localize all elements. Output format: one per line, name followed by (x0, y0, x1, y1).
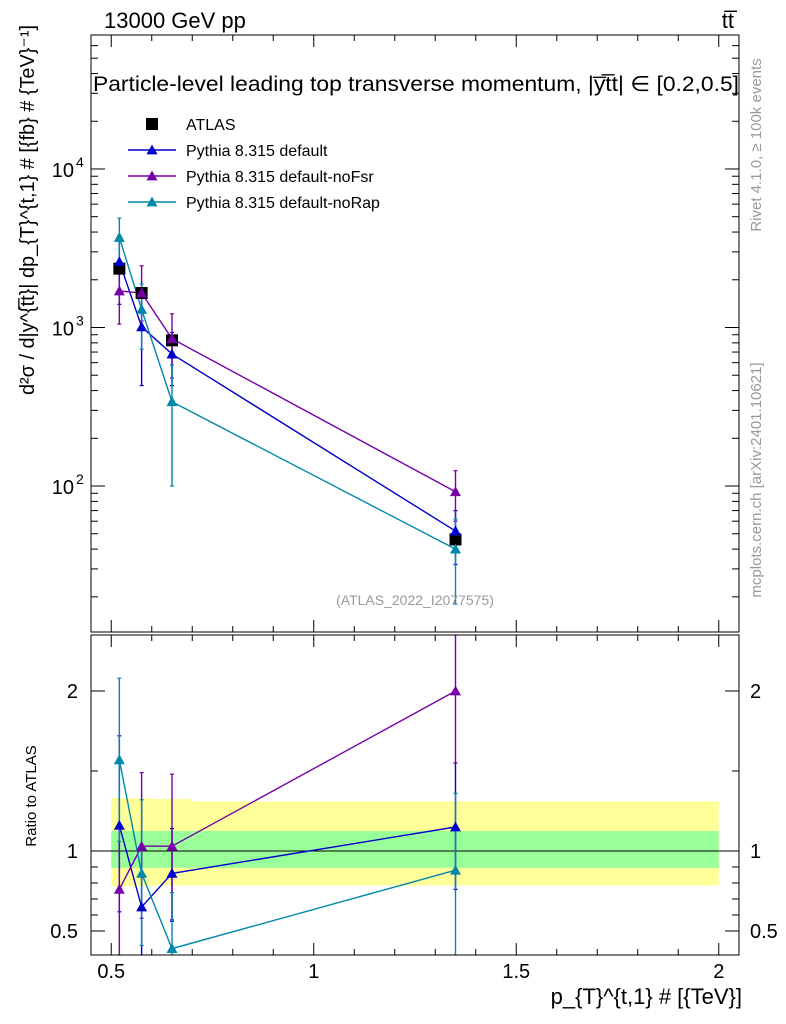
ratio-tick-label-2: 2 (67, 681, 78, 703)
legend-marker-2 (146, 196, 158, 207)
legend-marker-0 (146, 144, 158, 155)
series-marker-1-2 (166, 333, 178, 344)
ratio-tick-label-right-2: 2 (750, 681, 761, 703)
ratio-tick-label-right-1: 1 (750, 841, 761, 863)
series-marker-2-2 (166, 396, 178, 407)
series-line-0 (118, 261, 456, 532)
data-point-3 (449, 533, 462, 546)
ratio-line-2 (118, 759, 456, 950)
ratio-y-axis-label: Ratio to ATLAS (23, 745, 40, 846)
main-panel-frame (90, 34, 740, 633)
series-marker-0-2 (166, 348, 178, 359)
ratio-marker-1-0 (113, 883, 125, 894)
chart-title: Particle-level leading top transverse mo… (93, 73, 739, 96)
analysis-label: (ATLAS_2022_I2077575) (336, 592, 494, 608)
ratio-tick-label-right-0: 0.5 (750, 921, 778, 943)
ratio-marker-1-3 (450, 685, 461, 696)
y-axis-label: d²σ / d|y^{t̅t}| dp_{T}^{t,1} # [{fb} # … (17, 25, 39, 395)
ratio-tick-label-0: 0.5 (50, 921, 78, 943)
series-marker-1-0 (113, 285, 125, 296)
process-label: tt̅ (722, 8, 738, 33)
legend-marker-data (146, 118, 158, 130)
ratio-line-0 (118, 825, 456, 909)
ratio-marker-1-2 (166, 840, 178, 851)
legend-label-0: Pythia 8.315 default (186, 143, 328, 160)
ratio-line-1 (118, 690, 456, 890)
ratio-marker-0-3 (450, 821, 461, 832)
x-tick-label-1: 1 (308, 961, 319, 983)
y-tick-exponent-2: 4 (76, 154, 84, 170)
series-marker-0-1 (136, 321, 148, 332)
ratio-marker-2-3 (450, 864, 461, 875)
series-marker-2-1 (136, 303, 148, 314)
ratio-marker-2-1 (136, 867, 148, 878)
ratio-marker-0-1 (136, 901, 148, 912)
legend-marker-1 (146, 170, 158, 181)
y-tick-exponent-0: 2 (76, 471, 84, 487)
series-line-1 (119, 290, 456, 493)
ratio-marker-0-2 (166, 867, 178, 878)
x-tick-label-2: 1.5 (502, 961, 530, 983)
ratio-marker-2-2 (166, 943, 178, 953)
series-marker-0-3 (450, 525, 461, 536)
y-tick-label-2: 10 (52, 160, 74, 182)
rivet-version-label: Rivet 4.1.0, ≥ 100k events (748, 58, 765, 231)
legend-label-2: Pythia 8.315 default-noRap (186, 195, 380, 212)
series-marker-1-3 (450, 486, 461, 497)
series-marker-2-0 (113, 231, 125, 242)
legend: ATLAS Pythia 8.315 default Pythia 8.315 de… (128, 117, 380, 212)
ratio-marker-2-0 (113, 754, 125, 765)
x-axis-label: p_{T}^{t,1} # [{TeV}] (551, 984, 742, 1009)
y-tick-label-0: 10 (52, 477, 74, 499)
y-tick-label-1: 10 (52, 318, 74, 340)
ratio-panel-frame (90, 634, 740, 956)
series-line-2 (118, 237, 456, 550)
legend-label-data: ATLAS (186, 117, 236, 134)
mcplots-label: mcplots.cern.ch [arXiv:2401.10621] (748, 362, 765, 597)
y-tick-exponent-1: 3 (76, 312, 84, 328)
series-marker-2-3 (450, 543, 461, 554)
series-marker-0-0 (113, 256, 125, 267)
ratio-marker-0-0 (113, 819, 125, 830)
ratio-tick-label-1: 1 (67, 841, 78, 863)
x-tick-label-3: 2 (713, 961, 724, 983)
series-marker-1-1 (136, 287, 148, 298)
ratio-band-inner-0 (111, 831, 132, 868)
legend-label-1: Pythia 8.315 default-noFsr (186, 169, 374, 186)
energy-label: 13000 GeV pp (104, 8, 246, 33)
x-tick-label-0: 0.5 (97, 961, 125, 983)
ratio-marker-1-1 (136, 840, 148, 851)
